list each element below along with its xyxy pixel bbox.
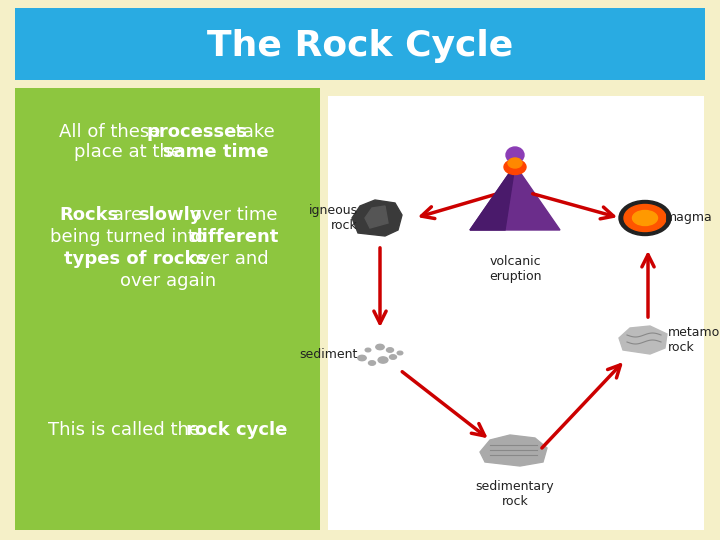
Polygon shape	[365, 206, 388, 228]
FancyBboxPatch shape	[15, 88, 320, 530]
Ellipse shape	[504, 159, 526, 174]
Ellipse shape	[376, 345, 384, 350]
Ellipse shape	[508, 158, 522, 168]
Polygon shape	[470, 165, 560, 230]
Text: metamorphic
rock: metamorphic rock	[668, 326, 720, 354]
Ellipse shape	[397, 351, 402, 355]
Text: over and: over and	[182, 250, 268, 268]
FancyBboxPatch shape	[328, 96, 704, 530]
Ellipse shape	[378, 357, 388, 363]
Ellipse shape	[632, 211, 657, 226]
Text: are: are	[107, 206, 148, 224]
Text: igneous
rock: igneous rock	[309, 204, 358, 232]
Ellipse shape	[506, 147, 524, 163]
Text: being turned into: being turned into	[50, 228, 212, 246]
Ellipse shape	[390, 355, 397, 359]
Text: Rocks: Rocks	[59, 206, 119, 224]
Text: different: different	[189, 228, 278, 246]
Text: volcanic
eruption: volcanic eruption	[489, 255, 541, 283]
Polygon shape	[352, 200, 402, 236]
Ellipse shape	[387, 348, 394, 352]
Text: take: take	[230, 123, 274, 141]
FancyBboxPatch shape	[15, 8, 705, 80]
Text: over again: over again	[120, 272, 216, 290]
Polygon shape	[470, 165, 515, 230]
Text: types of rocks: types of rocks	[63, 250, 207, 268]
Ellipse shape	[365, 348, 371, 352]
Text: same time: same time	[163, 143, 268, 161]
Ellipse shape	[624, 205, 666, 232]
Text: slowly: slowly	[138, 206, 202, 224]
Polygon shape	[480, 435, 547, 466]
Text: This is called the: This is called the	[48, 421, 206, 439]
Ellipse shape	[358, 355, 366, 361]
Text: over time: over time	[185, 206, 277, 224]
Ellipse shape	[619, 200, 671, 235]
Text: sedimentary
rock: sedimentary rock	[476, 480, 554, 508]
Text: processes: processes	[147, 123, 248, 141]
Text: place at the: place at the	[74, 143, 188, 161]
Text: sediment: sediment	[300, 348, 358, 361]
Text: The Rock Cycle: The Rock Cycle	[207, 29, 513, 63]
Text: All of these: All of these	[59, 123, 166, 141]
Polygon shape	[619, 326, 667, 354]
Ellipse shape	[369, 361, 376, 365]
Text: rock cycle: rock cycle	[186, 421, 288, 439]
Text: magma: magma	[665, 212, 713, 225]
